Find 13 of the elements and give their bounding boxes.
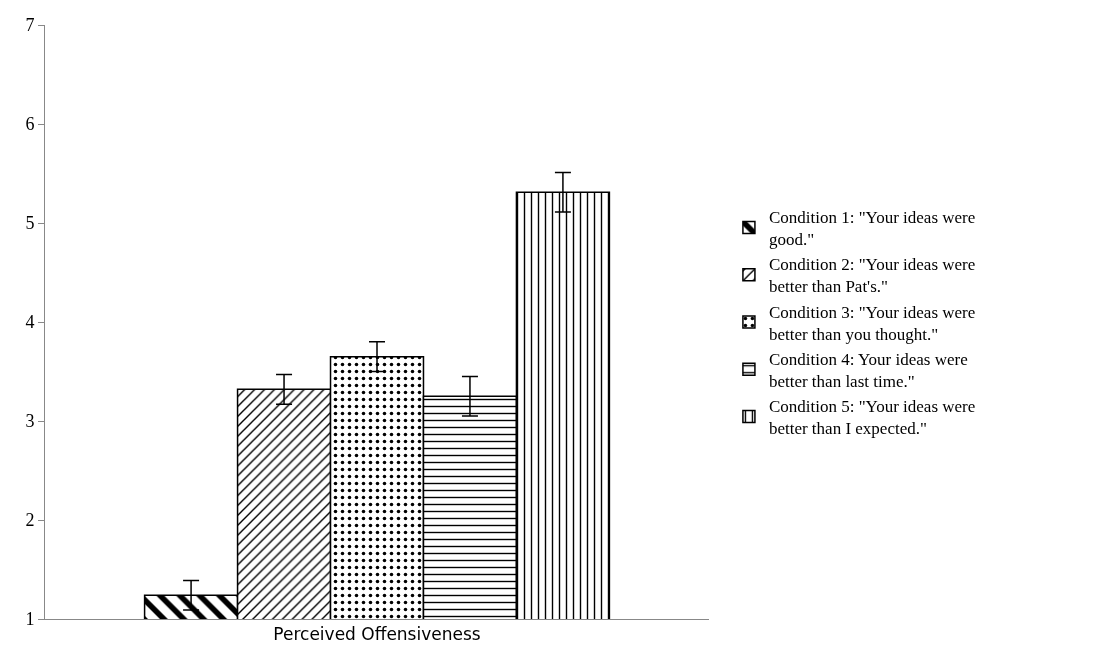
- y-tick-label: 7: [25, 15, 35, 36]
- legend-label: Condition 5: "Your ideas were better than I expected.": [768, 396, 976, 439]
- x-tick-label: Perceived Offensiveness: [273, 624, 481, 645]
- legend-label: Condition 2: "Your ideas were better than Pat's.": [768, 255, 976, 297]
- y-tick-label: 5: [25, 213, 35, 234]
- y-tick-label: 6: [25, 114, 35, 135]
- legend-label: Condition 4: Your ideas were better than last time.": [768, 349, 968, 391]
- y-tick-label: 4: [25, 312, 35, 333]
- legend-label: Condition 3: "Your ideas were better than you thought.": [768, 302, 976, 344]
- y-tick-label: 3: [25, 411, 35, 432]
- y-tick-label: 1: [25, 609, 35, 630]
- legend-label: Condition 1: "Your ideas were good.": [768, 208, 976, 250]
- y-tick-label: 2: [25, 510, 35, 531]
